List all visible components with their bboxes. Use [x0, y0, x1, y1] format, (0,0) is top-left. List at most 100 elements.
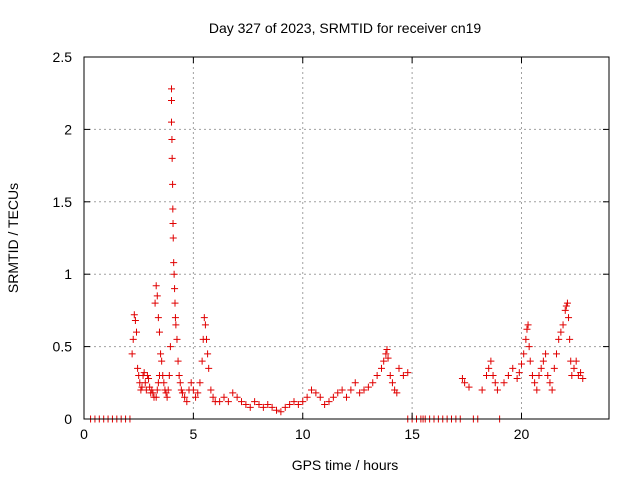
data-point	[216, 398, 224, 406]
data-point	[562, 302, 570, 310]
data-point	[158, 357, 166, 365]
data-point	[238, 398, 245, 406]
data-point	[165, 372, 173, 380]
y-tick-label: 0.5	[53, 339, 73, 355]
data-point	[404, 369, 412, 377]
data-point	[204, 350, 212, 358]
axis-ticks: 0 5 10 15 20 0 0.5 1 1.5 2 2.5	[53, 49, 609, 442]
data-point	[579, 374, 587, 382]
data-point	[173, 335, 181, 343]
data-point	[168, 136, 176, 144]
data-point	[535, 372, 543, 380]
data-point	[255, 401, 263, 409]
data-point	[205, 364, 213, 372]
data-point	[273, 406, 280, 414]
data-point	[134, 364, 142, 372]
data-point	[152, 282, 160, 290]
data-point	[378, 364, 385, 372]
data-point	[369, 379, 377, 387]
x-tick-label: 10	[295, 426, 311, 442]
data-point	[308, 386, 315, 394]
data-point	[143, 372, 151, 380]
data-point	[399, 372, 407, 380]
data-point	[528, 372, 536, 380]
data-point	[277, 408, 285, 416]
data-point	[356, 389, 364, 397]
y-tick-label: 1.5	[53, 194, 73, 210]
y-tick-label: 2.5	[53, 49, 73, 65]
data-point	[478, 386, 486, 394]
data-point	[393, 389, 401, 397]
x-axis-label: GPS time / hours	[292, 457, 399, 473]
data-point	[171, 299, 179, 307]
x-tick-label: 20	[514, 426, 530, 442]
data-point	[294, 401, 302, 409]
data-point	[170, 270, 178, 278]
data-point	[194, 389, 202, 397]
data-point	[572, 357, 580, 365]
data-point	[334, 389, 342, 397]
data-point	[152, 393, 160, 401]
data-point	[577, 369, 585, 377]
data-point	[515, 369, 523, 377]
data-point	[493, 386, 501, 394]
data-point	[568, 372, 576, 380]
data-point	[383, 345, 391, 353]
data-point	[163, 393, 171, 401]
data-point	[555, 335, 563, 343]
data-point	[151, 299, 159, 307]
data-point	[299, 398, 307, 406]
data-point	[524, 321, 532, 329]
data-point	[504, 372, 512, 380]
data-point	[207, 386, 215, 394]
data-point	[183, 398, 191, 406]
data-point	[198, 357, 206, 365]
data-point	[168, 118, 175, 126]
data-point	[316, 393, 324, 401]
data-point	[461, 379, 469, 387]
data-point	[321, 401, 329, 409]
data-point	[140, 369, 148, 377]
data-point	[145, 374, 153, 382]
data-point	[177, 386, 185, 394]
data-point	[169, 180, 177, 188]
data-point	[565, 314, 573, 322]
data-point	[329, 393, 337, 401]
data-point	[209, 393, 217, 401]
data-point	[563, 299, 571, 307]
data-point	[570, 364, 578, 372]
data-point	[169, 234, 177, 242]
data-point	[171, 285, 179, 293]
data-point	[343, 393, 350, 401]
data-point	[187, 379, 195, 387]
data-point	[176, 379, 184, 387]
data-point	[523, 325, 531, 333]
data-point	[192, 393, 200, 401]
y-tick-label: 0	[64, 411, 72, 427]
data-point	[559, 321, 567, 329]
data-point	[531, 379, 539, 387]
data-point	[526, 357, 534, 365]
data-point	[168, 154, 176, 162]
data-point	[175, 372, 183, 380]
data-point	[489, 372, 497, 380]
data-point	[395, 364, 403, 372]
data-point	[500, 379, 508, 387]
data-point	[384, 354, 392, 362]
data-point	[220, 393, 228, 401]
data-point	[533, 386, 541, 394]
data-point	[386, 372, 394, 380]
data-point	[172, 321, 180, 329]
data-point	[487, 357, 495, 365]
data-point	[537, 364, 545, 372]
data-point	[290, 398, 298, 406]
data-point	[129, 335, 137, 343]
data-point	[169, 220, 177, 228]
x-tick-label: 15	[404, 426, 420, 442]
data-point	[155, 328, 163, 336]
chart-title: Day 327 of 2023, SRMTID for receiver cn1…	[209, 20, 482, 36]
data-point	[164, 386, 172, 394]
data-point	[550, 364, 558, 372]
